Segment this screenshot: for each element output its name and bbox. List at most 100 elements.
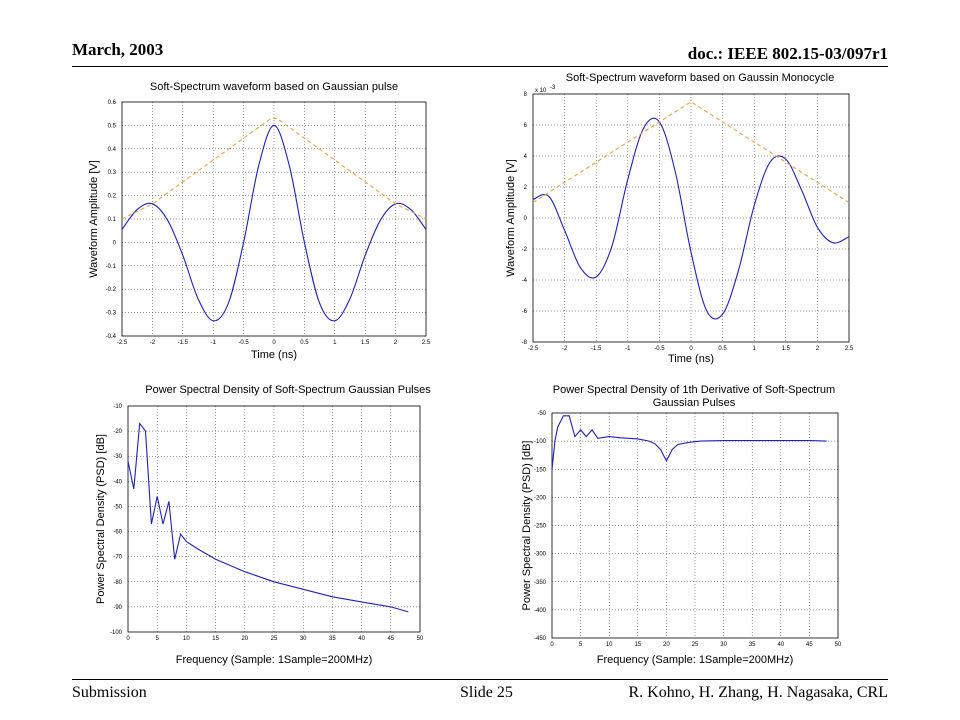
y-tick-label: -100 xyxy=(110,630,123,636)
y-tick-label: -8 xyxy=(522,340,528,346)
y-tick-label: -20 xyxy=(113,429,122,435)
signal-line xyxy=(121,124,427,322)
y-scale-exponent: -3 xyxy=(550,85,556,91)
x-tick-label: -1 xyxy=(625,346,631,352)
y-tick-label: -250 xyxy=(534,524,547,530)
y-tick-label: 0.2 xyxy=(108,194,117,200)
x-tick-label: 0 xyxy=(126,636,130,642)
y-tick-label: 0.4 xyxy=(108,147,117,153)
x-tick-label: 0.5 xyxy=(300,340,309,346)
footer-rule xyxy=(72,679,888,680)
y-tick-label: -150 xyxy=(534,467,547,473)
x-axis-label: Frequency (Sample: 1Sample=200MHz) xyxy=(176,654,373,666)
chart-title: Soft-Spectrum waveform based on Gaussin … xyxy=(566,72,834,84)
chart-title: Gaussian Pulses xyxy=(653,397,736,409)
signal-line xyxy=(127,422,409,613)
y-tick-label: 6 xyxy=(524,123,528,129)
plot-area xyxy=(127,405,421,633)
x-tick-label: 35 xyxy=(329,636,336,642)
y-axis-label: Power Spectral Density (PSD) [dB] xyxy=(521,441,533,611)
y-tick-label: -70 xyxy=(113,555,122,561)
x-tick-label: -2 xyxy=(562,346,568,352)
y-tick-label: 0.1 xyxy=(108,217,117,223)
footer-slide-number: Slide 25 xyxy=(460,684,513,701)
x-tick-label: 50 xyxy=(835,642,842,648)
x-axis-label: Frequency (Sample: 1Sample=200MHz) xyxy=(597,654,794,666)
y-axis-label: Power Spectral Density (PSD) [dB] xyxy=(95,434,107,604)
x-tick-label: 30 xyxy=(720,642,727,648)
x-tick-label: 25 xyxy=(271,636,278,642)
slide-date: March, 2003 xyxy=(72,40,164,59)
x-tick-label: 15 xyxy=(634,642,641,648)
x-tick-label: 15 xyxy=(212,636,219,642)
y-tick-label: -0.4 xyxy=(106,334,117,340)
x-tick-label: -0.5 xyxy=(238,340,249,346)
x-axis-label: Time (ns) xyxy=(668,353,714,365)
y-tick-label: 0 xyxy=(113,240,117,246)
x-tick-label: -0.5 xyxy=(654,346,665,352)
y-tick-label: 4 xyxy=(524,154,528,160)
footer-authors: R. Kohno, H. Zhang, H. Nagasaka, CRL xyxy=(628,684,888,701)
chart-title: Power Spectral Density of Soft-Spectrum … xyxy=(145,384,431,396)
x-tick-label: 2.5 xyxy=(845,346,854,352)
x-tick-label: 0 xyxy=(272,340,276,346)
header-rule xyxy=(72,66,888,67)
y-tick-label: -450 xyxy=(534,636,547,642)
y-tick-label: -90 xyxy=(113,605,122,611)
x-tick-label: 35 xyxy=(749,642,756,648)
signal-line xyxy=(551,415,827,470)
y-tick-label: -300 xyxy=(534,552,547,558)
x-tick-label: 0 xyxy=(689,346,693,352)
x-axis-label: Time (ns) xyxy=(251,349,297,361)
x-tick-label: 10 xyxy=(183,636,190,642)
y-tick-label: -40 xyxy=(113,479,122,485)
y-tick-label: -2 xyxy=(522,247,528,253)
y-tick-label: -50 xyxy=(113,504,122,510)
x-tick-label: -2.5 xyxy=(117,340,128,346)
x-tick-label: -1 xyxy=(211,340,217,346)
x-tick-label: 45 xyxy=(806,642,813,648)
y-axis-label: Waveform Amplitude [V] xyxy=(88,160,100,278)
x-tick-label: 40 xyxy=(358,636,365,642)
y-scale-label: x 10 xyxy=(535,88,547,94)
x-tick-label: 1.5 xyxy=(782,346,791,352)
document-id: doc.: IEEE 802.15-03/097r1 xyxy=(687,44,888,63)
y-tick-label: -4 xyxy=(522,278,528,284)
y-tick-label: -30 xyxy=(113,454,122,460)
y-tick-label: -100 xyxy=(534,439,547,445)
x-tick-label: 5 xyxy=(579,642,583,648)
x-tick-label: 20 xyxy=(663,642,670,648)
chart-title: Soft-Spectrum waveform based on Gaussian… xyxy=(150,81,398,93)
x-tick-label: -2 xyxy=(150,340,156,346)
y-tick-label: 0.6 xyxy=(108,100,117,106)
y-tick-label: 0.5 xyxy=(108,123,117,129)
x-tick-label: -2.5 xyxy=(528,346,539,352)
y-tick-label: -80 xyxy=(113,580,122,586)
chart-title: Power Spectral Density of 1th Derivative… xyxy=(553,384,835,396)
x-tick-label: 5 xyxy=(156,636,160,642)
x-tick-label: 40 xyxy=(777,642,784,648)
x-tick-label: 1 xyxy=(333,340,337,346)
x-tick-label: 1.5 xyxy=(361,340,370,346)
x-tick-label: 50 xyxy=(417,636,424,642)
y-tick-label: -0.1 xyxy=(106,264,117,270)
x-tick-label: -1.5 xyxy=(178,340,189,346)
x-tick-label: 30 xyxy=(300,636,307,642)
plot-area xyxy=(551,412,839,639)
x-tick-label: 0 xyxy=(550,642,554,648)
y-tick-label: -50 xyxy=(537,411,546,417)
y-tick-label: -350 xyxy=(534,580,547,586)
y-tick-label: -0.2 xyxy=(106,287,117,293)
y-tick-label: 0 xyxy=(524,216,528,222)
y-tick-label: -400 xyxy=(534,608,547,614)
signal-line xyxy=(532,117,850,320)
envelope-line xyxy=(121,117,427,220)
y-axis-label: Waveform Amplitude [V] xyxy=(505,159,517,277)
x-tick-label: 0.5 xyxy=(718,346,727,352)
y-tick-label: 8 xyxy=(524,92,528,98)
y-tick-label: 0.3 xyxy=(108,170,117,176)
x-tick-label: 45 xyxy=(387,636,394,642)
